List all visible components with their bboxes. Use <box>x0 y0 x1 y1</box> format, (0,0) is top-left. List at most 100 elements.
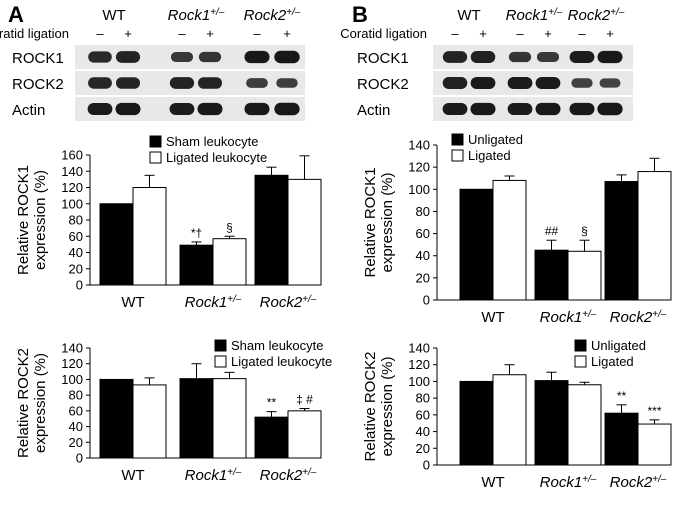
y-tick-label: 0 <box>76 451 83 466</box>
bar-series-1 <box>534 380 569 466</box>
protein-band <box>569 50 595 64</box>
y-tick-label: 0 <box>423 293 430 308</box>
bar-series-1 <box>99 203 134 286</box>
legend-label: Unligated <box>468 132 523 147</box>
significance-annotation: *** <box>647 404 661 418</box>
lane-group-label: Rock2+/– <box>568 7 625 25</box>
y-tick-label: 40 <box>69 245 83 260</box>
y-tick-label: 80 <box>416 204 430 219</box>
significance-annotation: ** <box>617 389 627 403</box>
condition-sign: – <box>451 26 459 41</box>
y-tick-label: 60 <box>69 229 83 244</box>
protein-band <box>536 51 560 63</box>
y-tick-label: 80 <box>69 213 83 228</box>
protein-band <box>198 51 222 63</box>
bar-series-2 <box>492 374 527 466</box>
legend-label: Ligated leukocyte <box>231 354 332 369</box>
protein-band <box>115 102 141 116</box>
western-blot-b: WT Rock1+/– Rock2+/– Coratid ligation – + – + – +… <box>340 7 633 121</box>
y-tick-label: 120 <box>408 160 430 175</box>
x-category-label: WT <box>481 309 504 326</box>
band-label: ROCK1 <box>357 50 409 67</box>
x-category-label: Rock1+/– <box>540 309 597 327</box>
y-tick-label: 140 <box>408 138 430 153</box>
legend-label: Sham leukocyte <box>166 134 259 149</box>
bar-series-2 <box>212 238 247 286</box>
protein-band <box>569 102 595 116</box>
y-tick-label: 160 <box>61 148 83 163</box>
significance-annotation: § <box>226 220 233 234</box>
legend-label: Ligated <box>468 148 511 163</box>
protein-band <box>274 50 300 64</box>
protein-band <box>507 76 533 90</box>
x-category-label: Rock1+/– <box>540 474 597 492</box>
legend-label: Ligated leukocyte <box>166 150 267 165</box>
y-tick-label: 100 <box>408 182 430 197</box>
condition-sign: – <box>516 26 524 41</box>
protein-band <box>470 51 496 63</box>
significance-annotation: § <box>581 224 588 238</box>
condition-label: Coratid ligation <box>0 26 69 41</box>
x-category-label: WT <box>121 467 144 484</box>
protein-band <box>170 51 194 63</box>
y-tick-label: 40 <box>69 419 83 434</box>
condition-sign: – <box>253 26 261 41</box>
x-category-label: WT <box>481 474 504 491</box>
panel-b-letter: B <box>352 2 368 27</box>
bar-series-2 <box>287 410 322 459</box>
lane-group-label: WT <box>457 7 480 24</box>
western-blot-a: WT Rock1+/– Rock2+/– Coratid ligation – + – + – +… <box>0 7 305 121</box>
y-tick-label: 20 <box>416 441 430 456</box>
y-axis-label: Relative ROCK2expression (%) <box>15 348 49 458</box>
condition-sign: + <box>544 26 552 41</box>
protein-band <box>599 78 621 88</box>
protein-band <box>88 51 112 63</box>
y-tick-label: 0 <box>423 458 430 473</box>
legend-swatch <box>574 339 587 352</box>
band-label: Actin <box>12 102 45 119</box>
y-axis-label: Relative ROCK2expression (%) <box>362 351 396 461</box>
bar-series-1 <box>459 380 494 466</box>
y-tick-label: 40 <box>416 424 430 439</box>
lane-group-label: Rock1+/– <box>506 7 563 25</box>
protein-band <box>535 102 561 116</box>
protein-band <box>197 102 223 116</box>
bar-series-2 <box>287 178 322 286</box>
y-tick-label: 20 <box>69 435 83 450</box>
band-label: ROCK2 <box>12 76 64 93</box>
protein-band <box>87 102 113 116</box>
protein-band <box>274 102 300 116</box>
x-category-label: Rock2+/– <box>610 309 667 327</box>
band-label: ROCK1 <box>12 50 64 67</box>
band-label: ROCK2 <box>357 76 409 93</box>
bar-series-2 <box>637 423 672 466</box>
protein-band <box>246 78 268 88</box>
bar-series-2 <box>567 250 602 301</box>
y-tick-label: 140 <box>61 341 83 356</box>
x-category-label: WT <box>121 294 144 311</box>
condition-sign: – <box>96 26 104 41</box>
condition-sign: – <box>578 26 586 41</box>
protein-band <box>88 77 112 89</box>
protein-band <box>197 77 223 89</box>
y-tick-label: 60 <box>416 226 430 241</box>
chart-b-rock1: 0 20 40 60 80 100 120 140 Relative ROCK1expressi… <box>362 132 672 327</box>
bar-series-1 <box>179 244 214 286</box>
x-category-label: Rock2+/– <box>610 474 667 492</box>
y-tick-label: 20 <box>416 270 430 285</box>
protein-band <box>508 51 532 63</box>
significance-annotation: *† <box>191 226 202 240</box>
panel-a: A WT Rock1+/– Rock2+/– Coratid ligation – + – +… <box>0 2 332 484</box>
lane-group-label: WT <box>102 7 125 24</box>
protein-band <box>244 50 270 64</box>
y-tick-label: 120 <box>61 356 83 371</box>
bar-series-2 <box>212 378 247 459</box>
panel-b: B WT Rock1+/– Rock2+/– Coratid ligation – + – +… <box>340 2 672 492</box>
bar-series-2 <box>567 384 602 466</box>
panel-a-letter: A <box>8 2 24 27</box>
condition-sign: + <box>479 26 487 41</box>
legend-swatch <box>214 355 227 368</box>
